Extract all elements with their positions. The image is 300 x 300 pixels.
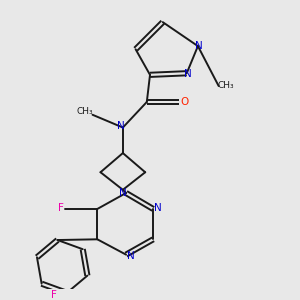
Text: F: F bbox=[51, 290, 57, 300]
Text: N: N bbox=[154, 203, 162, 213]
Text: N: N bbox=[127, 250, 135, 261]
Text: O: O bbox=[180, 97, 189, 107]
Text: N: N bbox=[195, 41, 203, 51]
Text: N: N bbox=[119, 188, 127, 198]
Text: CH₃: CH₃ bbox=[76, 107, 93, 116]
Text: CH₃: CH₃ bbox=[217, 81, 234, 90]
Text: N: N bbox=[117, 121, 125, 130]
Text: N: N bbox=[184, 69, 192, 79]
Text: F: F bbox=[58, 203, 64, 213]
